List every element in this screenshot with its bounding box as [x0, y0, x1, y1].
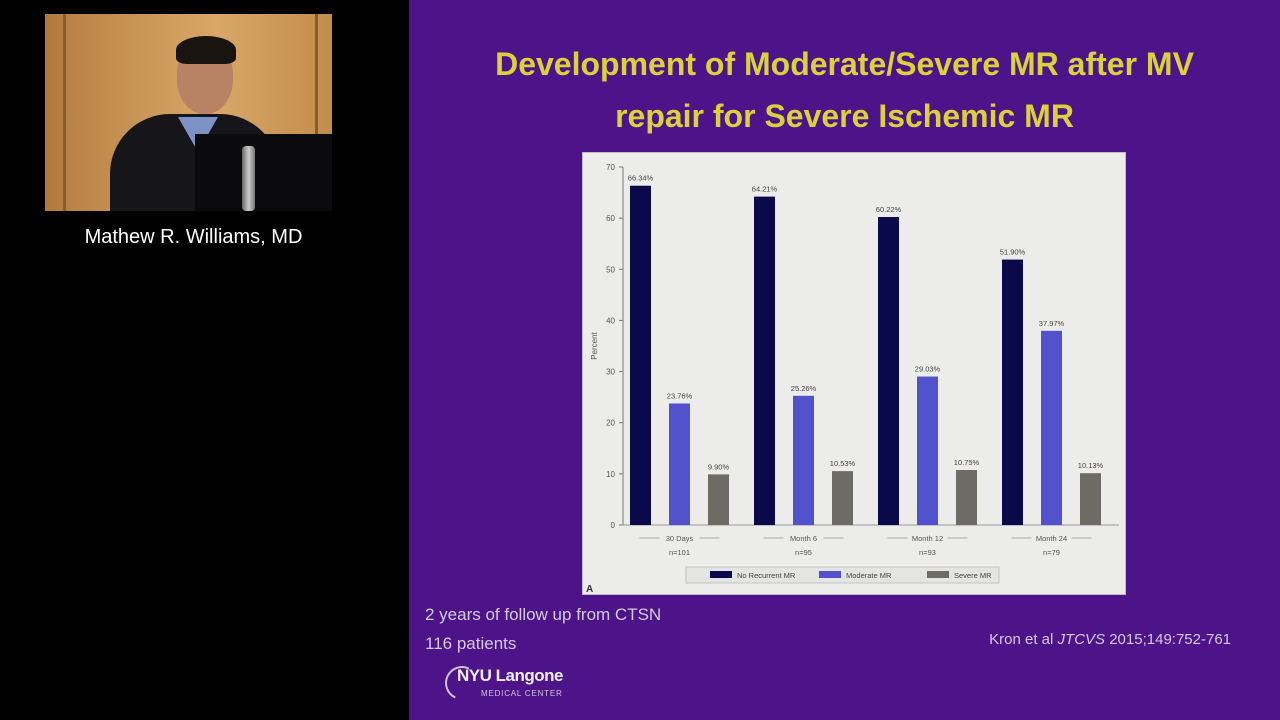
microphone — [242, 146, 255, 211]
bar-severe-mr — [956, 470, 977, 525]
citation-ref: 2015;149:752-761 — [1109, 631, 1231, 648]
speaker-video — [45, 14, 332, 211]
x-category-count: n=101 — [669, 548, 690, 557]
y-tick-label: 40 — [606, 316, 615, 325]
wall-panel-line — [63, 14, 66, 211]
citation: Kron et al JTCVS 2015;149:752-761 — [989, 631, 1231, 648]
bar-no-recurrent-mr — [630, 185, 651, 525]
panel-label: A — [586, 584, 593, 594]
bar-moderate-mr — [669, 403, 690, 525]
y-tick-label: 50 — [606, 265, 615, 274]
data-label: 66.34% — [628, 174, 654, 183]
data-label: 10.75% — [954, 458, 980, 467]
slide-title: Development of Moderate/Severe MR after … — [429, 38, 1260, 142]
legend-swatch — [710, 571, 732, 578]
x-category-label: Month 6 — [790, 534, 817, 543]
presentation-slide: Development of Moderate/Severe MR after … — [409, 0, 1280, 720]
legend-label: No Recurrent MR — [737, 571, 796, 580]
bar-moderate-mr — [793, 395, 814, 525]
data-label: 60.22% — [876, 205, 902, 214]
bar-severe-mr — [1080, 473, 1101, 525]
x-category-count: n=93 — [919, 548, 936, 557]
bar-moderate-mr — [1041, 330, 1062, 525]
y-tick-label: 0 — [611, 521, 616, 530]
y-tick-label: 10 — [606, 470, 615, 479]
bar-no-recurrent-mr — [878, 217, 899, 526]
slide-title-line-1: Development of Moderate/Severe MR after … — [495, 46, 1194, 82]
logo-main-text: NYU Langone — [457, 666, 563, 685]
bar-severe-mr — [832, 471, 853, 525]
legend-box — [685, 566, 1000, 584]
legend-label: Moderate MR — [846, 571, 892, 580]
x-category-count: n=79 — [1043, 548, 1060, 557]
data-label: 10.13% — [1078, 461, 1104, 470]
citation-author: Kron et al — [989, 631, 1054, 648]
legend-label: Severe MR — [954, 571, 992, 580]
x-category-label: 30 Days — [666, 534, 694, 543]
nyu-langone-logo: NYU Langone MEDICAL CENTER — [440, 661, 575, 708]
legend-swatch — [819, 571, 841, 578]
bar-no-recurrent-mr — [1002, 259, 1023, 525]
data-label: 37.97% — [1039, 319, 1065, 328]
y-tick-label: 70 — [606, 163, 615, 172]
laptop — [195, 134, 332, 211]
wall-panel-line — [315, 14, 318, 211]
speaker-pane: Mathew R. Williams, MD — [0, 0, 409, 720]
data-label: 29.03% — [915, 365, 941, 374]
data-label: 23.76% — [667, 391, 693, 400]
speaker-name: Mathew R. Williams, MD — [84, 226, 303, 248]
data-label: 25.26% — [791, 384, 817, 393]
x-category-count: n=95 — [795, 548, 812, 557]
footnote-patients: 116 patients — [425, 634, 517, 653]
x-category-label: Month 12 — [912, 534, 943, 543]
x-category-label: Month 24 — [1036, 534, 1067, 543]
y-tick-label: 60 — [606, 214, 615, 223]
legend-swatch — [927, 571, 949, 578]
data-label: 51.90% — [1000, 248, 1026, 257]
data-label: 64.21% — [752, 185, 778, 194]
data-label: 10.53% — [830, 459, 856, 468]
bar-no-recurrent-mr — [754, 196, 775, 526]
footnote-follow-up: 2 years of follow up from CTSN — [425, 605, 662, 624]
logo-sub-text: MEDICAL CENTER — [481, 689, 563, 698]
y-tick-label: 20 — [606, 419, 615, 428]
data-label: 9.90% — [708, 462, 730, 471]
slide-title-line-2: repair for Severe Ischemic MR — [615, 98, 1074, 134]
y-tick-label: 30 — [606, 368, 615, 377]
speaker-hair — [176, 36, 236, 64]
citation-journal: JTCVS — [1057, 631, 1106, 648]
bar-chart: 0 10 20 30 40 50 60 70 Percent 66.34% 23.76% 9.90% 3… — [582, 152, 1126, 595]
bar-moderate-mr — [917, 376, 938, 525]
y-axis-label: Percent — [590, 331, 599, 359]
chart-svg: 0 10 20 30 40 50 60 70 Percent 66.34% 23.76% 9.90% 3… — [586, 163, 1119, 594]
bar-severe-mr — [708, 474, 729, 525]
